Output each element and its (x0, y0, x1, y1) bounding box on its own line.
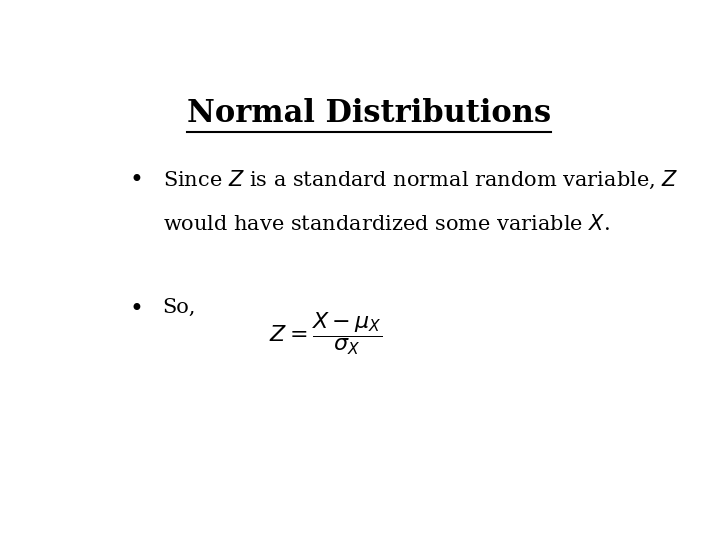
Text: •: • (129, 168, 143, 192)
Text: $Z = \dfrac{X - \mu_X}{\sigma_X}$: $Z = \dfrac{X - \mu_X}{\sigma_X}$ (269, 310, 382, 356)
Text: So,: So, (163, 298, 196, 316)
Text: would have standardized some variable $\mathit{X}$.: would have standardized some variable $\… (163, 214, 609, 234)
Text: Normal Distributions: Normal Distributions (187, 98, 551, 129)
Text: Since $\mathit{Z}$ is a standard normal random variable, $\mathit{Z}$: Since $\mathit{Z}$ is a standard normal … (163, 168, 678, 191)
Text: •: • (129, 298, 143, 321)
